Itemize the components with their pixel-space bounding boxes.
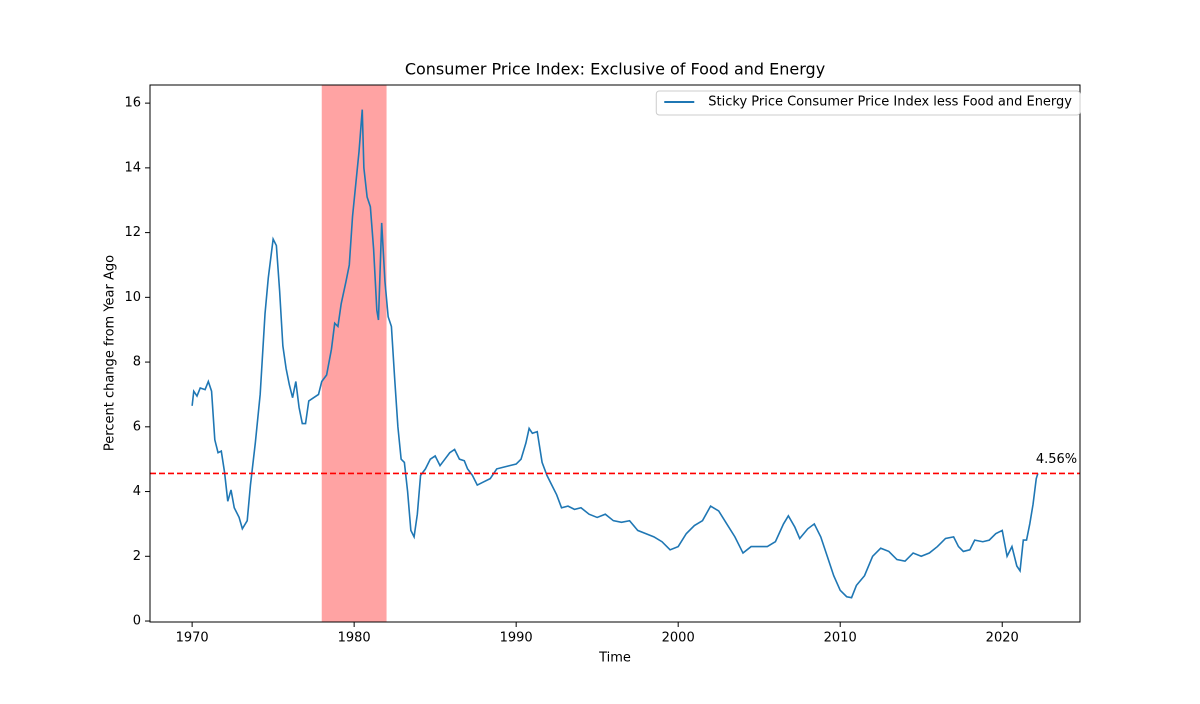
x-tick-label: 2010	[824, 631, 857, 646]
series-line	[191, 109, 1039, 599]
chart-title: Consumer Price Index: Exclusive of Food …	[405, 60, 825, 79]
x-tick-label: 2000	[662, 631, 695, 646]
y-tick-label: 14	[124, 160, 141, 175]
y-tick-label: 16	[124, 96, 141, 111]
plot-frame	[149, 84, 1081, 623]
shaded-span	[321, 85, 387, 622]
reference-label: 4.56%	[1036, 452, 1077, 467]
y-tick-label: 10	[124, 290, 141, 305]
y-tick-label: 8	[133, 355, 141, 370]
x-axis-label: Time	[598, 651, 631, 666]
x-tick-label: 1990	[500, 631, 533, 646]
x-tick-label: 1970	[176, 631, 209, 646]
y-tick-label: 4	[133, 484, 141, 499]
y-tick-label: 6	[133, 419, 141, 434]
y-tick-label: 0	[133, 614, 141, 629]
x-tick-label: 2020	[986, 631, 1019, 646]
legend-box	[655, 90, 1081, 116]
y-tick-label: 2	[133, 549, 141, 564]
x-tick-label: 1980	[338, 631, 371, 646]
legend-label: Sticky Price Consumer Price Index less F…	[708, 95, 1072, 110]
y-tick-label: 12	[124, 225, 141, 240]
y-axis-label: Percent change from Year Ago	[103, 255, 118, 451]
